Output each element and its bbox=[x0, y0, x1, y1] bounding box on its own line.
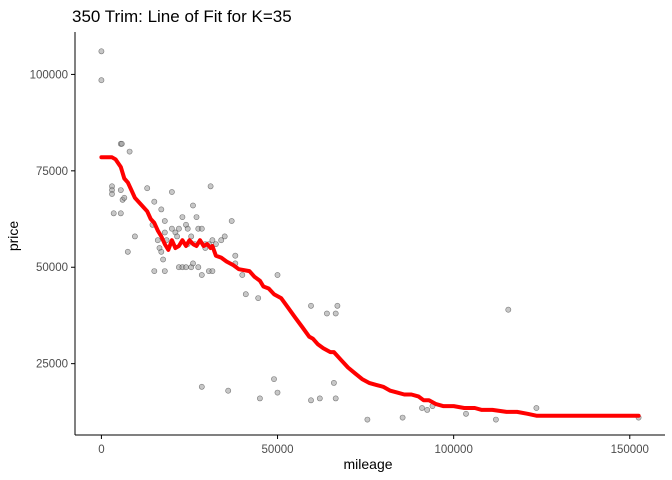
y-axis-ticks: 25000 50000 75000 100000 bbox=[30, 69, 75, 371]
scatter-point bbox=[184, 225, 191, 232]
chart-title: 350 Trim: Line of Fit for K=35 bbox=[72, 7, 292, 26]
scatter-point bbox=[179, 214, 186, 220]
x-tick-label: 100000 bbox=[434, 444, 472, 456]
scatter-point bbox=[209, 268, 216, 274]
scatter-point bbox=[330, 379, 337, 386]
scatter-point bbox=[492, 416, 499, 423]
scatter-point bbox=[463, 410, 469, 417]
scatter-point bbox=[117, 187, 124, 193]
scatter-point bbox=[274, 272, 281, 278]
scatter-point bbox=[505, 306, 512, 313]
scatter-point bbox=[239, 272, 246, 278]
scatter-point bbox=[221, 233, 228, 240]
scatter-point bbox=[308, 302, 314, 309]
scatter-point bbox=[190, 260, 196, 267]
scatter-point bbox=[161, 229, 168, 236]
scatter-point bbox=[198, 272, 205, 278]
scatter-point bbox=[424, 406, 431, 413]
scatter-point bbox=[168, 225, 175, 232]
scatter-point bbox=[212, 241, 219, 247]
x-axis-title: mileage bbox=[343, 456, 392, 472]
scatter-point bbox=[308, 397, 314, 404]
scatter-point bbox=[332, 395, 339, 402]
scatter-point bbox=[98, 77, 105, 84]
scatter-point bbox=[126, 148, 133, 155]
scatter-point bbox=[193, 214, 200, 220]
scatter-point bbox=[121, 194, 128, 201]
scatter-point bbox=[271, 376, 277, 382]
scatter-point bbox=[144, 185, 151, 192]
x-tick-label: 50000 bbox=[262, 444, 294, 456]
fit-line-group bbox=[99, 155, 641, 418]
scatter-point bbox=[151, 268, 158, 274]
scatter-point bbox=[161, 218, 168, 224]
y-axis-title: price bbox=[5, 221, 21, 252]
scatter-point bbox=[131, 233, 138, 240]
scatter-point bbox=[183, 264, 189, 271]
scatter-point bbox=[323, 310, 330, 317]
y-tick-label: 50000 bbox=[36, 262, 68, 274]
scatter-point bbox=[242, 291, 249, 298]
scatter-point bbox=[419, 405, 425, 411]
y-tick-label: 100000 bbox=[30, 69, 68, 81]
y-tick-label: 25000 bbox=[36, 359, 68, 371]
scatter-point bbox=[118, 140, 125, 147]
scatter-point bbox=[332, 310, 339, 317]
scatter-points bbox=[98, 48, 642, 423]
scatter-point bbox=[209, 237, 216, 244]
scatter-point bbox=[124, 248, 131, 255]
scatter-point bbox=[190, 202, 196, 209]
scatter-point bbox=[151, 198, 158, 205]
x-axis-ticks: 0 50000 100000 150000 bbox=[98, 435, 649, 456]
scatter-point bbox=[161, 268, 168, 274]
scatter-point bbox=[160, 256, 166, 263]
scatter-point bbox=[274, 389, 281, 396]
scatter-point bbox=[154, 237, 161, 244]
scatter-point bbox=[175, 225, 182, 232]
scatter-point bbox=[316, 395, 323, 402]
scatter-point bbox=[198, 383, 205, 390]
scatter-point bbox=[218, 237, 225, 244]
scatter-point bbox=[533, 405, 540, 411]
scatter-point bbox=[109, 191, 115, 197]
y-tick-label: 75000 bbox=[36, 166, 68, 178]
fit-line bbox=[99, 155, 641, 418]
scatter-point bbox=[228, 218, 235, 224]
scatter-point bbox=[334, 302, 341, 309]
scatter-point bbox=[232, 252, 239, 259]
scatter-point bbox=[98, 48, 105, 55]
scatter-point bbox=[399, 414, 406, 421]
scatter-point bbox=[110, 210, 117, 217]
scatter-point bbox=[198, 225, 205, 232]
scatter-point bbox=[225, 387, 232, 394]
scatter-point bbox=[207, 183, 214, 190]
scatter-point bbox=[188, 233, 195, 240]
scatter-point bbox=[174, 233, 180, 240]
scatter-point bbox=[168, 189, 175, 195]
scatter-point bbox=[364, 416, 371, 423]
scatter-point bbox=[158, 248, 165, 255]
x-tick-label: 0 bbox=[98, 444, 104, 456]
scatter-point bbox=[255, 295, 262, 301]
scatter-point bbox=[158, 206, 165, 213]
x-tick-label: 150000 bbox=[611, 444, 649, 456]
scatter-point bbox=[117, 210, 124, 217]
scatter-point bbox=[256, 395, 263, 402]
scatter-point bbox=[195, 264, 202, 271]
